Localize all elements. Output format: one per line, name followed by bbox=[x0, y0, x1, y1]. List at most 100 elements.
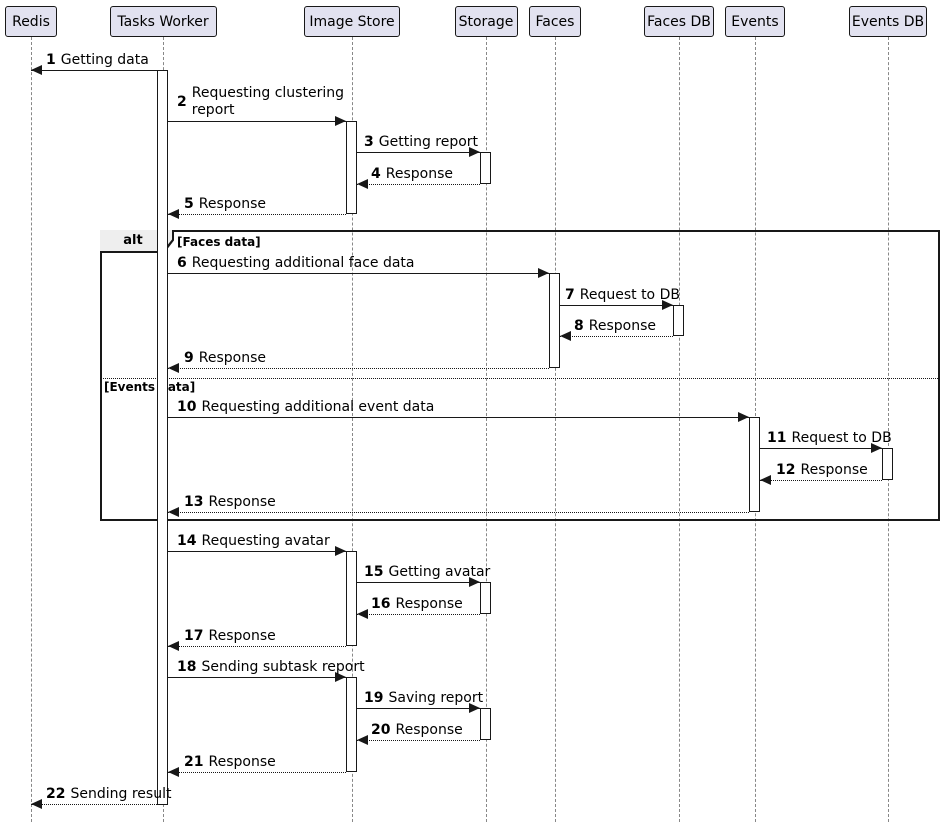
message-text: Response bbox=[385, 166, 453, 182]
message-text: Request to DB bbox=[791, 430, 892, 446]
message-11-label: 11 Request to DB bbox=[767, 430, 892, 447]
message-18-label: 18 Sending subtask report bbox=[177, 659, 365, 676]
message-10-label: 10 Requesting additional event data bbox=[177, 399, 434, 416]
lifeline-faces bbox=[555, 37, 556, 822]
message-text: Response bbox=[198, 196, 266, 212]
message-text: Sending subtask report bbox=[201, 659, 365, 675]
message-14-line bbox=[168, 551, 346, 552]
message-7-label: 7 Request to DB bbox=[565, 287, 680, 304]
message-text: Response bbox=[208, 628, 276, 644]
message-21-arrowhead bbox=[168, 767, 179, 777]
message-number: 21 bbox=[184, 754, 204, 770]
message-text: Response bbox=[588, 318, 656, 334]
message-20-arrowhead bbox=[357, 735, 368, 745]
message-8-label: 8 Response bbox=[574, 318, 656, 335]
message-6-arrowhead bbox=[538, 268, 549, 278]
lifeline-faces-db bbox=[679, 37, 680, 822]
message-number: 15 bbox=[364, 564, 384, 580]
message-number: 16 bbox=[371, 596, 391, 612]
message-11-line bbox=[760, 448, 882, 449]
activation-bar-events bbox=[749, 417, 760, 512]
activation-bar-image-store bbox=[346, 121, 357, 214]
message-text: Response bbox=[198, 350, 266, 366]
message-text: Getting data bbox=[60, 52, 149, 68]
message-3-arrowhead bbox=[469, 147, 480, 157]
lifeline-storage bbox=[486, 37, 487, 822]
message-9-arrowhead bbox=[168, 363, 179, 373]
message-22-label: 22 Sending result bbox=[46, 786, 171, 803]
message-15-line bbox=[357, 582, 480, 583]
message-text: Requesting additional face data bbox=[191, 255, 415, 271]
message-number: 5 bbox=[184, 196, 194, 212]
message-17-arrowhead bbox=[168, 641, 179, 651]
message-number: 14 bbox=[177, 533, 197, 549]
message-15-arrowhead bbox=[469, 577, 480, 587]
activation-bar-storage bbox=[480, 582, 491, 614]
message-1-line bbox=[31, 70, 157, 71]
message-16-label: 16 Response bbox=[371, 596, 463, 613]
message-text: Requesting avatar bbox=[201, 533, 330, 549]
message-4-label: 4 Response bbox=[371, 166, 453, 183]
message-9-line bbox=[168, 368, 549, 369]
message-14-arrowhead bbox=[335, 546, 346, 556]
message-number: 18 bbox=[177, 659, 197, 675]
activation-bar-events-db bbox=[882, 448, 893, 480]
alt-frame bbox=[100, 230, 940, 521]
message-text: Response bbox=[208, 754, 276, 770]
activation-bar-tasks-worker bbox=[157, 70, 168, 805]
message-text: Saving report bbox=[388, 690, 484, 706]
participant-events: Events bbox=[725, 6, 785, 37]
message-number: 4 bbox=[371, 166, 381, 182]
alt-guard: [Faces data] bbox=[177, 235, 261, 249]
message-number: 20 bbox=[371, 722, 391, 738]
message-16-line bbox=[357, 614, 480, 615]
message-18-arrowhead bbox=[335, 672, 346, 682]
message-3-line bbox=[357, 152, 480, 153]
message-9-label: 9 Response bbox=[184, 350, 266, 367]
activation-bar-storage bbox=[480, 708, 491, 740]
message-text: Getting report bbox=[378, 134, 479, 150]
message-12-label: 12 Response bbox=[776, 462, 868, 479]
message-text: Response bbox=[800, 462, 868, 478]
activation-bar-faces-db bbox=[673, 305, 684, 336]
message-2-label: 2 Requesting clustering report bbox=[177, 85, 344, 119]
message-17-label: 17 Response bbox=[184, 628, 276, 645]
activation-bar-faces bbox=[549, 273, 560, 368]
message-text: Requesting clustering report bbox=[191, 85, 344, 118]
message-16-arrowhead bbox=[357, 609, 368, 619]
message-12-line bbox=[760, 480, 882, 481]
message-11-arrowhead bbox=[871, 443, 882, 453]
message-21-line bbox=[168, 772, 346, 773]
message-number: 1 bbox=[46, 52, 56, 68]
message-20-label: 20 Response bbox=[371, 722, 463, 739]
lifeline-image-store bbox=[352, 37, 353, 822]
participant-faces-db: Faces DB bbox=[644, 6, 714, 37]
message-number: 17 bbox=[184, 628, 204, 644]
activation-bar-image-store bbox=[346, 677, 357, 772]
lifeline-events-db bbox=[888, 37, 889, 822]
message-4-arrowhead bbox=[357, 179, 368, 189]
message-5-arrowhead bbox=[168, 209, 179, 219]
activation-bar-image-store bbox=[346, 551, 357, 646]
message-text: Request to DB bbox=[579, 287, 680, 303]
message-number: 13 bbox=[184, 494, 204, 510]
message-15-label: 15 Getting avatar bbox=[364, 564, 490, 581]
message-6-label: 6 Requesting additional face data bbox=[177, 255, 415, 272]
message-22-arrowhead bbox=[31, 799, 42, 809]
message-14-label: 14 Requesting avatar bbox=[177, 533, 330, 550]
message-number: 7 bbox=[565, 287, 575, 303]
message-8-arrowhead bbox=[560, 331, 571, 341]
activation-bar-storage bbox=[480, 152, 491, 184]
message-8-line bbox=[560, 336, 673, 337]
alt-frame-tab: alt bbox=[100, 230, 174, 253]
message-13-label: 13 Response bbox=[184, 494, 276, 511]
message-20-line bbox=[357, 740, 480, 741]
participant-image-store: Image Store bbox=[304, 6, 400, 37]
participant-tasks-worker: Tasks Worker bbox=[109, 6, 217, 37]
message-text: Response bbox=[208, 494, 276, 510]
lifeline-redis bbox=[31, 37, 32, 822]
participant-events-db: Events DB bbox=[849, 6, 927, 37]
message-5-label: 5 Response bbox=[184, 196, 266, 213]
participant-redis: Redis bbox=[5, 6, 57, 37]
